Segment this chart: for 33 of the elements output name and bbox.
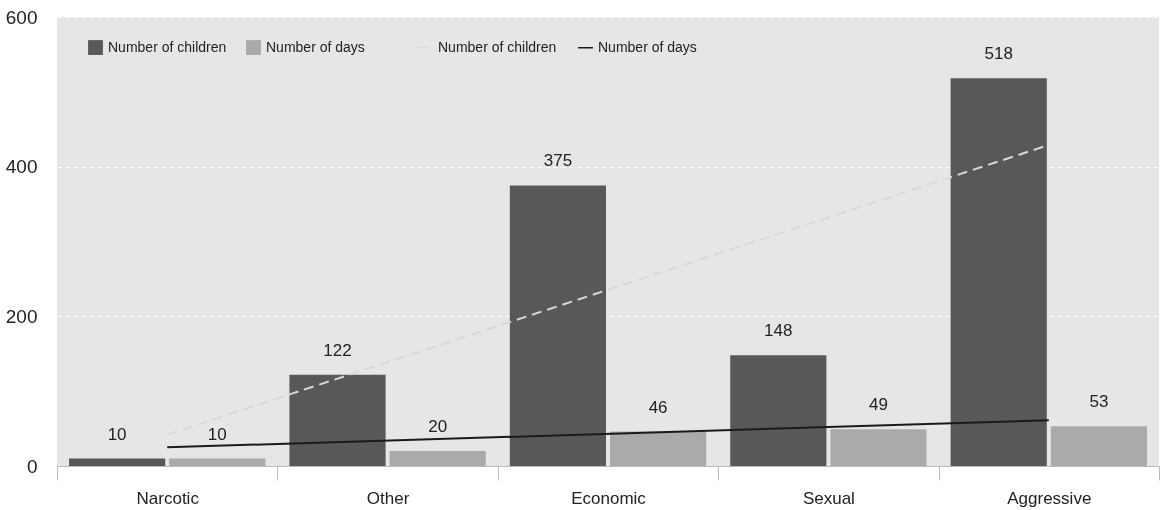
bar: [610, 431, 707, 466]
x-tick-label: Narcotic: [136, 488, 200, 508]
legend-label: Number of children: [108, 38, 227, 55]
bar: [509, 185, 606, 466]
x-tick-label: Other: [366, 488, 410, 508]
data-label: 148: [764, 321, 793, 341]
x-tick-label: Aggressive: [1007, 488, 1092, 508]
legend-label: Number of days: [598, 38, 697, 55]
data-label: 518: [984, 44, 1013, 64]
bar: [950, 78, 1047, 466]
bar: [289, 374, 386, 466]
y-tick-label: 600: [5, 6, 38, 28]
x-tick-label: Sexual: [802, 488, 855, 508]
legend-label: Number of children: [438, 38, 557, 55]
data-label: 10: [107, 424, 127, 444]
bar: [830, 429, 927, 466]
y-tick-label: 200: [5, 305, 38, 327]
data-label: 375: [543, 151, 573, 171]
y-tick-label: 0: [26, 455, 38, 477]
data-label: 122: [323, 340, 352, 360]
bar: [730, 355, 827, 466]
y-tick-label: 400: [5, 156, 38, 178]
data-label: 53: [1089, 392, 1109, 412]
data-label: 46: [648, 397, 668, 417]
x-tick-label: Economic: [571, 488, 647, 508]
bar: [1050, 426, 1147, 466]
data-label: 20: [428, 417, 448, 437]
data-label: 49: [869, 395, 888, 415]
data-label: 10: [207, 424, 227, 444]
bar: [389, 451, 486, 466]
bar: [69, 458, 166, 466]
legend-label: Number of days: [266, 38, 365, 55]
bar: [169, 458, 266, 466]
